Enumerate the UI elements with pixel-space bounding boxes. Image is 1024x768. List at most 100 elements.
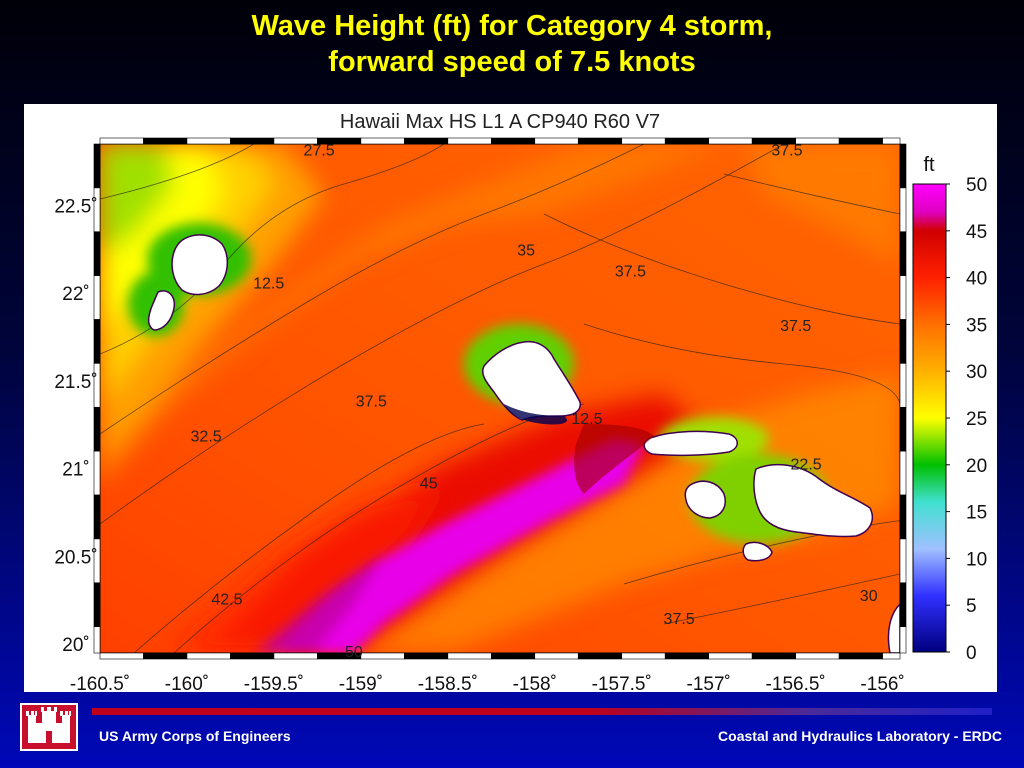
frame-bar-bottom	[360, 652, 405, 660]
x-tick-label: -157.5˚	[592, 674, 652, 692]
niihau-island	[147, 290, 176, 331]
frame-bar-bottom	[751, 652, 796, 660]
frame-bar-top	[577, 137, 623, 145]
x-tick-label: -157˚	[687, 674, 731, 692]
y-tick-label: 22.5˚	[54, 196, 97, 217]
frame-bar-right	[899, 406, 907, 452]
x-axis-ticks: -160.5˚ -160˚ -159.5˚ -159˚ -158.5˚ -158˚ -157…	[70, 674, 905, 692]
frame-bar-bottom	[99, 652, 144, 660]
colorbar-tick-label: 10	[966, 549, 987, 570]
y-axis-ticks: 22.5˚ 22˚ 21.5˚ 21˚ 20.5˚ 20˚	[54, 196, 97, 656]
contour-label: 22.5	[791, 456, 822, 473]
contour-label: 37.5	[615, 263, 646, 280]
oahu-island	[482, 340, 581, 421]
frame-bar-right	[899, 626, 907, 654]
frame-bar-top	[534, 137, 579, 145]
chart-title: Hawaii Max HS L1 A CP940 R60 V7	[340, 111, 660, 133]
footer-organization: US Army Corps of Engineers	[99, 728, 291, 744]
footer-accent-bar	[92, 708, 992, 715]
frame-bar-bottom	[664, 652, 709, 660]
colorbar-tick-label: 50	[966, 175, 987, 196]
y-tick-label: 21.5˚	[54, 372, 97, 393]
frame-bar-left	[93, 406, 101, 452]
frame-bar-top	[838, 137, 883, 145]
x-tick-label: -160.5˚	[70, 674, 130, 692]
frame-bar-right	[899, 231, 907, 276]
contour-label: 27.5	[304, 142, 335, 159]
frame-bar-bottom	[230, 652, 275, 660]
x-tick-label: -159.5˚	[244, 674, 304, 692]
y-tick-label: 21˚	[62, 460, 89, 481]
slide-title: Wave Height (ft) for Category 4 storm, f…	[0, 8, 1024, 80]
frame-bar-right	[899, 494, 907, 540]
colorbar-tick-label: 5	[966, 596, 977, 617]
wave-height-map: Hawaii Max HS L1 A CP940 R60 V7 -160.5˚ -…	[54, 111, 987, 692]
colorbar-label: ft	[923, 154, 935, 176]
contour-label: 30	[860, 588, 878, 605]
frame-bar-top	[708, 137, 753, 145]
frame-bar-top	[491, 137, 536, 145]
colorbar-tick-label: 0	[966, 643, 977, 664]
colorbar-tick-label: 35	[966, 315, 987, 336]
frame-bar-right	[899, 450, 907, 496]
frame-bars	[93, 137, 907, 660]
hawaii-island-edge	[887, 602, 900, 653]
frame-bar-right	[899, 187, 907, 233]
molokai-island	[643, 430, 738, 457]
x-tick-label: -158.5˚	[418, 674, 478, 692]
frame-bar-left	[93, 143, 101, 189]
colorbar	[912, 183, 947, 653]
frame-bar-bottom	[186, 652, 231, 660]
kahoolawe-island	[742, 541, 773, 562]
contour-label: 12.5	[253, 276, 284, 293]
frame-bar-top	[230, 137, 275, 145]
frame-bar-bottom	[273, 652, 318, 660]
frame-bar-top	[664, 137, 709, 145]
x-tick-label: -156˚	[860, 674, 904, 692]
contour-label: 42.5	[211, 592, 242, 609]
lanai-island	[684, 480, 726, 519]
x-tick-label: -156.5˚	[766, 674, 826, 692]
frame-bar-left	[93, 275, 101, 320]
frame-bar-left	[93, 626, 101, 654]
frame-bar-right	[899, 363, 907, 408]
colorbar-tick-label: 40	[966, 269, 987, 290]
x-tick-label: -158˚	[513, 674, 557, 692]
x-tick-label: -160˚	[165, 674, 209, 692]
x-tick-label: -159˚	[339, 674, 383, 692]
frame-bar-bottom	[577, 652, 623, 660]
castle-icon	[20, 703, 78, 751]
colorbar-tick-label: 30	[966, 362, 987, 383]
frame-bar-bottom	[708, 652, 753, 660]
frame-bar-top	[404, 137, 449, 145]
colorbar-tick-label: 20	[966, 456, 987, 477]
title-line-1: Wave Height (ft) for Category 4 storm,	[251, 10, 773, 42]
contour-label: 12.5	[571, 411, 602, 428]
kauai-island	[171, 234, 228, 296]
contour-label: 50	[345, 644, 363, 661]
contour-label: 37.5	[356, 393, 387, 410]
contour-labels: 27.5 37.5 35 37.5 12.5 37.5 37.5 12.5 32.5 22.5 45…	[191, 142, 878, 661]
map-plot-area	[100, 144, 900, 653]
frame-bar-right	[899, 143, 907, 189]
frame-bar-bottom	[447, 652, 492, 660]
frame-bar-top	[186, 137, 231, 145]
frame-bar-bottom	[795, 652, 840, 660]
frame-bar-right	[899, 582, 907, 627]
frame-bar-bottom	[491, 652, 536, 660]
frame-bar-left	[93, 582, 101, 627]
frame-bar-bottom	[404, 652, 449, 660]
contour-label: 45	[420, 476, 438, 493]
frame-bar-left	[93, 494, 101, 540]
frame-bar-top	[143, 137, 188, 145]
frame-bar-top	[447, 137, 492, 145]
frame-bar-bottom	[838, 652, 883, 660]
frame-bar-top	[360, 137, 405, 145]
colorbar-tick-label: 45	[966, 222, 987, 243]
frame-bar-bottom	[621, 652, 666, 660]
frame-bar-bottom	[882, 652, 901, 660]
frame-bar-left	[93, 450, 101, 496]
maui-island	[753, 463, 874, 538]
frame-bar-top	[99, 137, 144, 145]
